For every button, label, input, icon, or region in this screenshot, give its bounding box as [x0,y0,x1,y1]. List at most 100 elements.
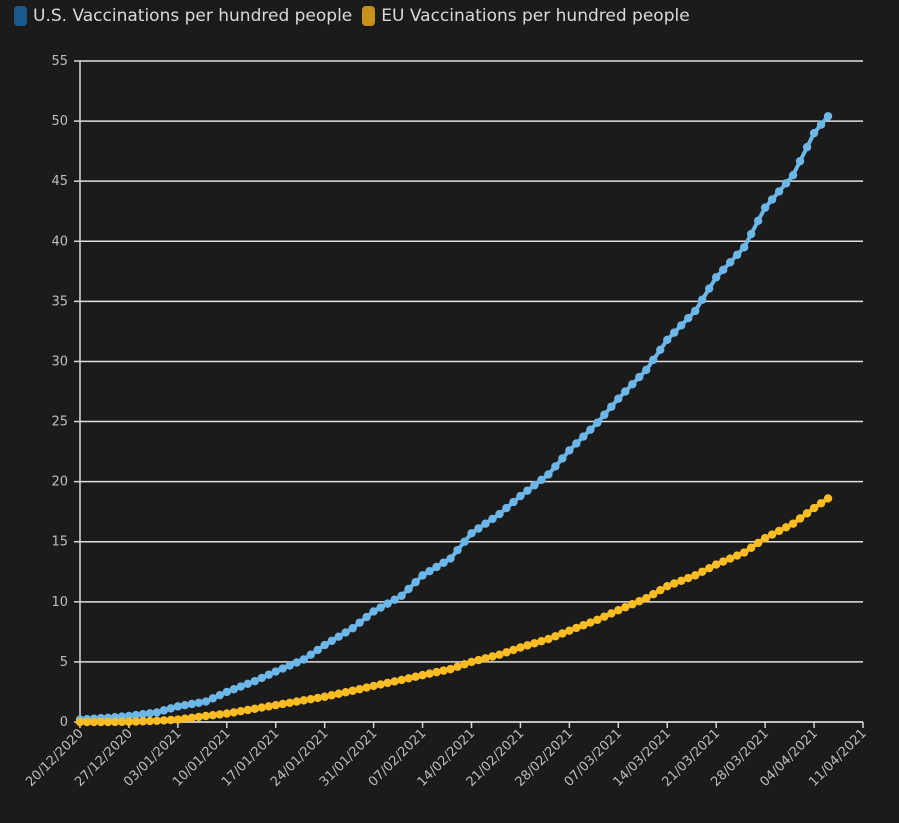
data-point-eu-43 [376,680,385,689]
data-point-us-93 [725,258,735,267]
data-point-eu-10 [145,716,155,726]
data-point-eu-1 [82,717,92,727]
x-axis: 20/12/202027/12/202003/01/202110/01/2021… [23,721,870,790]
y-tick-label-40: 40 [51,234,68,249]
data-point-eu-35 [320,692,329,701]
data-point-eu-69 [558,629,567,638]
data-point-us-58 [481,519,490,528]
data-point-us-86 [677,321,686,330]
data-point-eu-99 [767,530,777,539]
legend-item-us[interactable]: U.S. Vaccinations per hundred people [14,6,352,26]
data-point-us-96 [746,229,756,239]
data-point-us-95 [739,243,749,252]
data-point-eu-100 [774,526,784,536]
data-point-eu-27 [264,702,273,711]
data-point-eu-28 [271,700,280,710]
data-point-us-21 [222,687,232,697]
data-point-eu-90 [705,563,714,573]
data-point-us-61 [502,503,511,513]
y-tick-label-30: 30 [51,354,68,369]
data-point-us-51 [432,562,441,572]
data-point-eu-9 [138,717,148,726]
data-point-eu-20 [215,710,225,719]
data-point-us-22 [229,685,238,694]
data-point-us-20 [215,690,225,700]
data-point-eu-52 [439,666,448,675]
data-point-eu-37 [334,689,343,698]
data-point-us-44 [383,599,392,608]
data-point-eu-82 [649,590,658,599]
data-point-us-64 [523,486,532,495]
data-point-eu-14 [173,715,183,724]
data-point-us-88 [691,306,700,316]
data-point-eu-40 [355,684,364,694]
data-point-us-71 [572,439,581,448]
series-us [75,112,833,724]
data-point-us-94 [732,250,742,259]
data-point-eu-38 [341,688,350,697]
data-point-us-105 [809,128,819,138]
data-point-eu-30 [285,698,294,707]
data-point-eu-31 [292,697,301,706]
data-point-eu-101 [781,523,791,532]
data-point-eu-84 [663,581,672,591]
data-point-eu-107 [823,494,833,503]
data-point-us-27 [264,670,273,679]
data-point-us-17 [194,698,204,707]
data-point-eu-3 [96,717,106,727]
data-point-us-36 [327,636,336,646]
data-point-eu-79 [628,600,637,609]
data-point-eu-59 [488,652,497,661]
data-point-us-68 [551,462,560,471]
data-point-eu-73 [586,618,595,627]
data-point-eu-55 [460,660,469,669]
data-point-us-7 [124,711,134,721]
legend-item-eu[interactable]: EU Vaccinations per hundred people [362,6,690,26]
data-point-us-41 [362,612,371,622]
y-tick-label-20: 20 [51,475,68,490]
y-tick-label-45: 45 [51,174,68,189]
data-point-us-89 [698,295,707,304]
data-point-eu-61 [502,648,511,657]
data-point-eu-74 [593,615,602,625]
data-point-us-83 [656,345,665,355]
legend-swatch-eu [362,6,376,26]
data-point-us-70 [565,446,574,455]
data-point-eu-45 [390,677,399,686]
data-point-eu-78 [621,603,630,612]
data-point-eu-64 [523,641,532,650]
data-point-eu-29 [278,699,287,709]
data-point-eu-8 [131,717,141,726]
data-point-eu-77 [614,606,623,615]
data-point-eu-93 [725,554,735,563]
data-point-eu-46 [397,675,406,685]
data-point-us-73 [586,425,595,434]
data-point-us-19 [208,694,218,703]
data-point-us-16 [187,699,197,709]
data-point-eu-106 [816,499,826,508]
data-point-us-46 [397,591,406,601]
data-point-eu-4 [103,717,113,727]
data-point-eu-39 [348,686,357,695]
data-point-us-67 [544,470,553,479]
data-point-eu-86 [677,576,686,585]
data-point-us-38 [341,628,350,637]
data-point-eu-56 [467,657,476,667]
data-point-us-74 [593,418,602,427]
data-point-eu-19 [208,710,218,720]
y-tick-label-25: 25 [51,415,68,430]
data-point-us-57 [474,524,483,533]
data-point-eu-72 [579,621,588,630]
data-point-eu-65 [530,639,539,648]
grid-lines [80,60,863,723]
data-point-us-35 [320,640,329,650]
data-point-us-53 [446,554,455,563]
data-point-us-47 [404,584,413,594]
data-point-us-9 [138,709,148,719]
data-point-eu-34 [313,693,322,703]
data-point-us-23 [236,682,245,691]
data-point-eu-15 [180,714,190,723]
data-point-us-30 [285,661,294,670]
data-point-eu-105 [809,503,819,513]
